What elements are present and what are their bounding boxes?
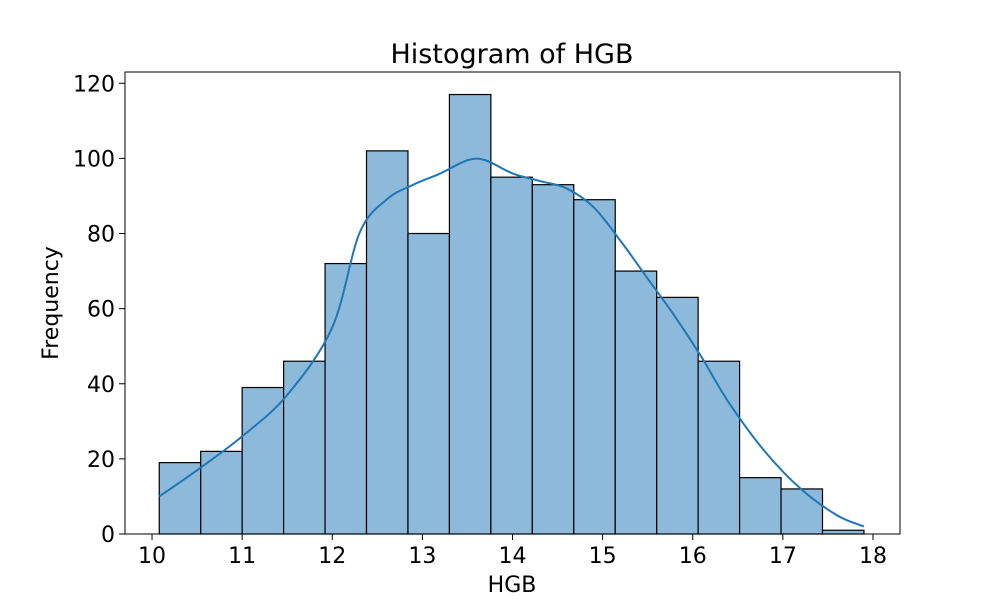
y-axis-ticks: 0 20 40 60 80 100 120 [73,72,125,548]
bars-group [158,93,865,535]
x-tick-label: 12 [318,544,346,569]
histogram-bar [531,184,575,535]
y-tick-label: 20 [87,448,115,473]
histogram-bar [697,360,741,535]
histogram-bar [614,270,658,535]
y-tick-label: 60 [87,298,115,323]
x-tick-label: 14 [499,544,527,569]
x-tick-label: 16 [679,544,707,569]
y-tick-label: 100 [73,147,115,172]
histogram-bar [200,450,243,535]
histogram-bar [407,232,451,535]
kde-curve [158,157,865,528]
y-tick-label: 80 [87,223,115,248]
x-tick-label: 13 [408,544,436,569]
histogram-bar [365,150,409,535]
chart-title: Histogram of HGB [391,39,634,70]
x-tick-label: 18 [859,544,887,569]
histogram-bar [573,199,616,535]
y-tick-label: 120 [73,72,115,97]
y-tick-label: 40 [87,373,115,398]
x-axis-label: HGB [488,573,537,598]
histogram-bar [738,477,782,535]
histogram-bar [780,488,824,535]
histogram-bar [158,462,202,535]
histogram-bar [448,93,492,535]
histogram-bar [241,386,285,535]
x-tick-label: 10 [138,544,166,569]
histogram-bar [656,296,699,535]
histogram-bar [821,529,865,535]
x-axis-ticks: 10 11 12 13 14 15 16 17 18 [138,534,887,569]
histogram-bar [324,262,368,535]
y-axis-label: Frequency [39,246,64,360]
x-tick-label: 11 [228,544,256,569]
histogram-bar [490,176,533,535]
x-tick-label: 17 [769,544,797,569]
y-tick-label: 0 [101,523,115,548]
histogram-bar [283,360,326,535]
x-tick-label: 15 [589,544,617,569]
